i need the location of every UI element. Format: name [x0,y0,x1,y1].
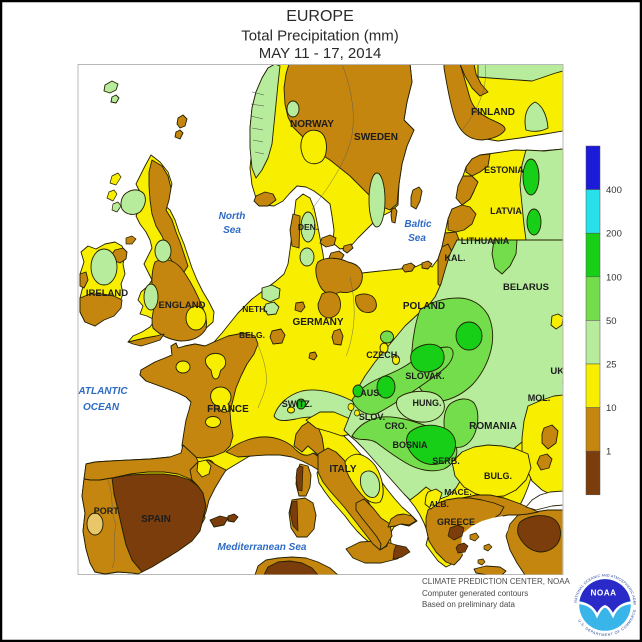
svg-text:Computer generated contours: Computer generated contours [422,589,528,598]
svg-text:MOL.: MOL. [528,393,551,403]
svg-text:HUNG.: HUNG. [413,398,442,408]
svg-text:LATVIA: LATVIA [490,206,522,216]
svg-text:Sea: Sea [408,233,426,244]
svg-text:SWEDEN: SWEDEN [354,132,398,143]
svg-text:ROMANIA: ROMANIA [469,421,517,432]
svg-text:100: 100 [606,272,622,283]
svg-text:Baltic: Baltic [404,219,432,230]
svg-text:GREECE: GREECE [437,517,475,527]
svg-text:SLOV.: SLOV. [359,412,385,422]
svg-text:POLAND: POLAND [403,301,445,312]
svg-text:IRELAND: IRELAND [86,288,128,299]
svg-text:CZECH.: CZECH. [366,350,400,360]
svg-text:Sea: Sea [223,225,241,236]
svg-text:10: 10 [606,403,617,414]
svg-text:SWITZ.: SWITZ. [282,399,313,409]
svg-text:Mediterranean Sea: Mediterranean Sea [218,542,307,553]
svg-text:SPAIN: SPAIN [141,514,171,525]
svg-text:BELARUS: BELARUS [503,282,549,293]
svg-text:FINLAND: FINLAND [471,107,515,118]
svg-text:NOAA: NOAA [590,589,616,598]
svg-text:50: 50 [606,316,617,327]
svg-text:NETH.: NETH. [242,304,268,314]
svg-text:GERMANY: GERMANY [292,317,343,328]
svg-text:LITHUANIA: LITHUANIA [461,236,510,246]
svg-text:OCEAN: OCEAN [83,402,120,413]
svg-text:KAL.: KAL. [445,253,466,263]
svg-text:400: 400 [606,185,622,196]
svg-text:BELG.: BELG. [239,330,265,340]
svg-text:EUROPE: EUROPE [286,8,354,25]
svg-text:North: North [219,211,246,222]
svg-text:ALB.: ALB. [429,499,449,509]
svg-text:AUS.: AUS. [360,388,382,398]
svg-text:SERB.: SERB. [432,456,460,466]
svg-text:CLIMATE PREDICTION CENTER, NOA: CLIMATE PREDICTION CENTER, NOAA [422,577,571,586]
svg-text:SLOVAK.: SLOVAK. [405,371,444,381]
svg-text:Based on preliminary data: Based on preliminary data [422,600,515,609]
svg-text:BOSNIA: BOSNIA [392,440,428,450]
svg-text:DEN.: DEN. [298,222,318,232]
svg-text:CRO.: CRO. [385,421,408,431]
svg-text:MACE.: MACE. [444,487,471,497]
svg-text:BULG.: BULG. [484,471,512,481]
svg-text:UKRAINE: UKRAINE [550,366,593,377]
svg-text:MAY 11 - 17, 2014: MAY 11 - 17, 2014 [259,45,382,62]
svg-text:FRANCE: FRANCE [207,404,249,415]
svg-text:200: 200 [606,229,622,240]
svg-text:PORT.: PORT. [94,506,121,516]
svg-text:ITALY: ITALY [329,464,357,475]
svg-text:ATLANTIC: ATLANTIC [77,386,128,397]
svg-text:ENGLAND: ENGLAND [159,300,206,311]
svg-text:1: 1 [606,447,611,458]
svg-text:ESTONIA: ESTONIA [484,165,524,175]
svg-text:Total Precipitation (mm): Total Precipitation (mm) [241,28,399,45]
svg-text:NORWAY: NORWAY [290,119,334,130]
svg-text:25: 25 [606,360,617,371]
